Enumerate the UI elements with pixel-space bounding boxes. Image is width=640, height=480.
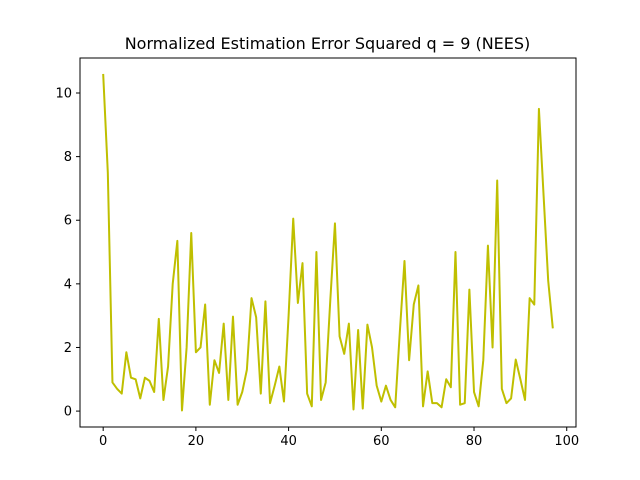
- x-tick-label: 0: [99, 434, 107, 449]
- y-tick-label: 8: [64, 150, 72, 165]
- x-tick-label: 100: [554, 434, 579, 449]
- y-tick-label: 10: [55, 86, 72, 101]
- y-tick-label: 6: [64, 214, 72, 229]
- x-tick-label: 60: [373, 434, 390, 449]
- x-tick-label: 80: [466, 434, 483, 449]
- axis-ticks: 0 20 40 60 80 100 0 2 4 6 8 10: [55, 86, 579, 449]
- series-line: [102, 73, 554, 412]
- x-tick-label: 20: [188, 434, 205, 449]
- y-tick-label: 2: [64, 341, 72, 356]
- y-tick-label: 4: [64, 277, 72, 292]
- y-tick-label: 0: [64, 405, 72, 420]
- x-tick-label: 40: [280, 434, 297, 449]
- plot-frame: [79, 57, 577, 428]
- chart-title: Normalized Estimation Error Squared q = …: [125, 34, 531, 53]
